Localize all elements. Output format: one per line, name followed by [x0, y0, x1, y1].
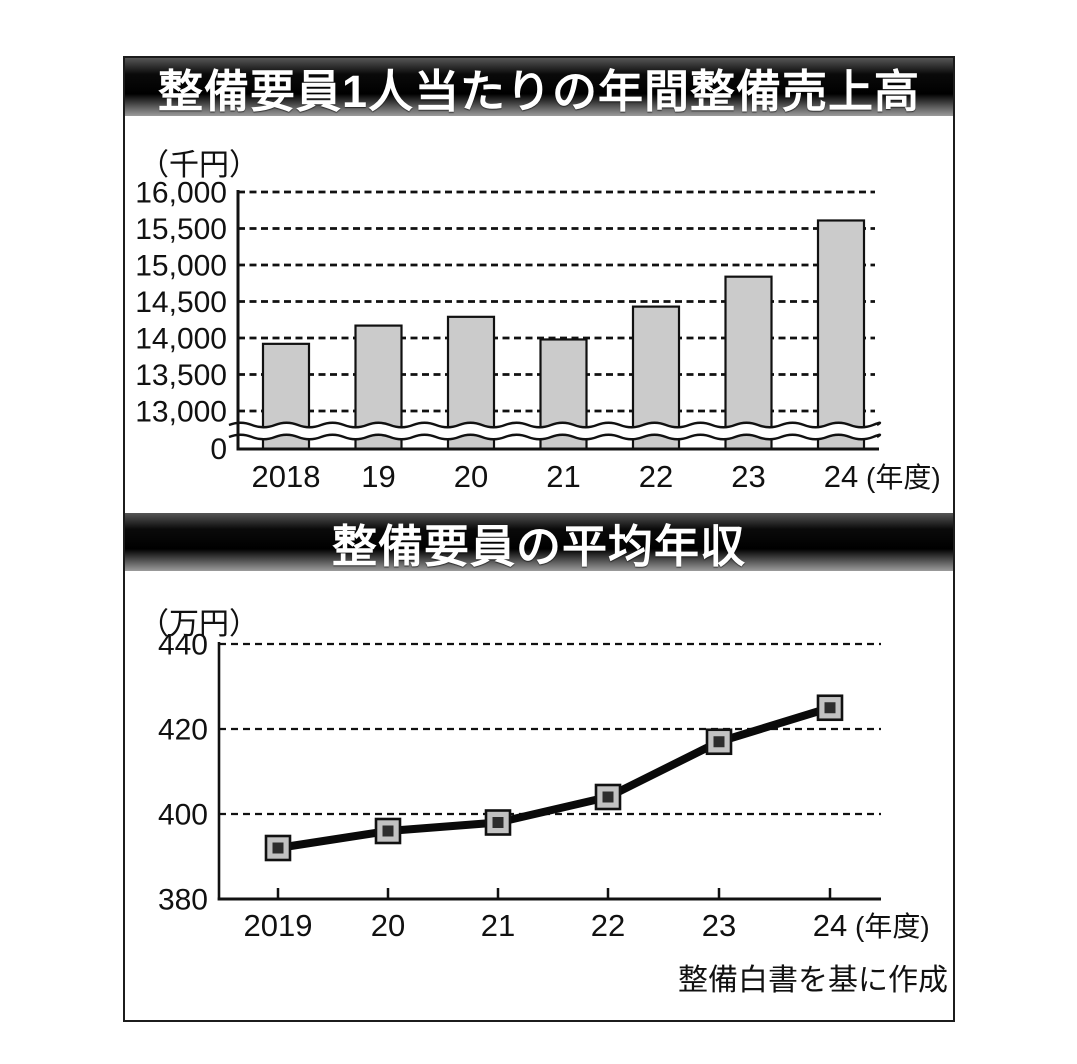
chart2-line-chart: 380 400 420 440 2019 20 21 22 23 24 (年度): [158, 629, 930, 944]
svg-text:23: 23: [702, 908, 736, 943]
svg-text:(年度): (年度): [855, 911, 930, 942]
svg-text:15,500: 15,500: [135, 213, 227, 246]
chart2-title-bar: 整備要員の平均年収: [125, 513, 953, 571]
charts-panel: 整備要員1人当たりの年間整備売上高 （千円） 13,000 13,500 14,00…: [123, 56, 955, 1022]
source-note: 整備白書を基に作成: [678, 964, 948, 997]
svg-text:14,500: 14,500: [135, 286, 227, 319]
svg-text:22: 22: [639, 459, 673, 494]
chart2-area: （万円） 380 400 420 440 2019 20 21 22 23 24 (年度) 整備白書…: [125, 571, 953, 1020]
svg-text:20: 20: [454, 459, 488, 494]
svg-text:420: 420: [158, 714, 208, 747]
svg-text:19: 19: [361, 459, 395, 494]
svg-text:400: 400: [158, 799, 208, 832]
svg-text:16,000: 16,000: [135, 177, 227, 210]
svg-text:440: 440: [158, 629, 208, 662]
svg-text:22: 22: [591, 908, 625, 943]
svg-text:0: 0: [210, 433, 227, 466]
svg-text:23: 23: [731, 459, 765, 494]
svg-text:13,500: 13,500: [135, 359, 227, 392]
chart1-title-bar: 整備要員1人当たりの年間整備売上高: [125, 58, 953, 116]
svg-text:2019: 2019: [244, 908, 313, 943]
svg-text:21: 21: [481, 908, 515, 943]
svg-text:380: 380: [158, 884, 208, 917]
chart1-area: （千円） 13,000 13,500 14,000 14,500 15,000 15,50…: [125, 116, 953, 513]
svg-text:2018: 2018: [252, 459, 321, 494]
svg-text:24: 24: [824, 459, 858, 494]
chart2-unit-label: （万円）: [139, 608, 259, 641]
chart1-unit-label: （千円）: [139, 149, 259, 182]
chart2-title: 整備要員の平均年収: [331, 520, 746, 572]
svg-text:24: 24: [813, 908, 847, 943]
svg-text:13,000: 13,000: [135, 396, 227, 429]
chart1-title: 整備要員1人当たりの年間整備売上高: [157, 65, 921, 117]
svg-text:14,000: 14,000: [135, 323, 227, 356]
svg-text:20: 20: [371, 908, 405, 943]
svg-text:21: 21: [546, 459, 580, 494]
svg-text:(年度): (年度): [866, 462, 941, 493]
svg-text:15,000: 15,000: [135, 250, 227, 283]
